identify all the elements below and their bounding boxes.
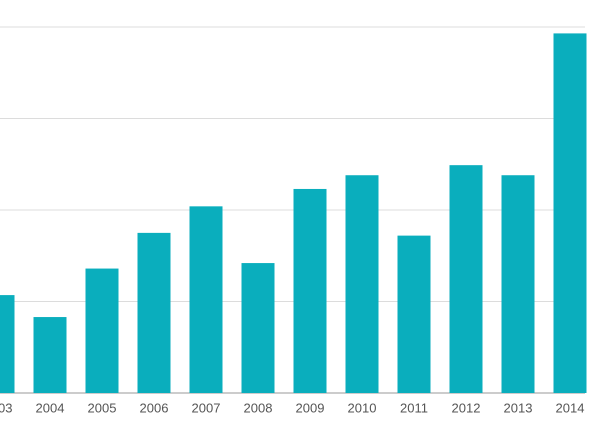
bar xyxy=(241,263,275,393)
x-tick-label: 2012 xyxy=(452,400,481,415)
bar xyxy=(189,206,223,393)
x-tick-label: 2010 xyxy=(348,400,377,415)
x-tick-label: 2014 xyxy=(556,400,585,415)
bar xyxy=(293,188,327,393)
x-tick-label: 2006 xyxy=(140,400,169,415)
bar xyxy=(0,295,15,393)
x-tick-label: 2013 xyxy=(504,400,533,415)
bar xyxy=(501,175,535,393)
x-tick-label: 2005 xyxy=(88,400,117,415)
bar xyxy=(553,33,587,393)
x-tick-label: 2009 xyxy=(296,400,325,415)
bar xyxy=(449,165,483,393)
x-tick-label: 2011 xyxy=(400,400,428,415)
bar xyxy=(397,235,431,393)
x-tick-label: 2004 xyxy=(36,400,65,415)
bar xyxy=(85,268,119,393)
x-tick-label: 2007 xyxy=(192,400,221,415)
x-tick-label: 2008 xyxy=(244,400,273,415)
bar xyxy=(345,175,379,393)
bar xyxy=(33,317,67,393)
bar xyxy=(137,232,171,393)
x-tick-label: 2003 xyxy=(0,400,12,415)
